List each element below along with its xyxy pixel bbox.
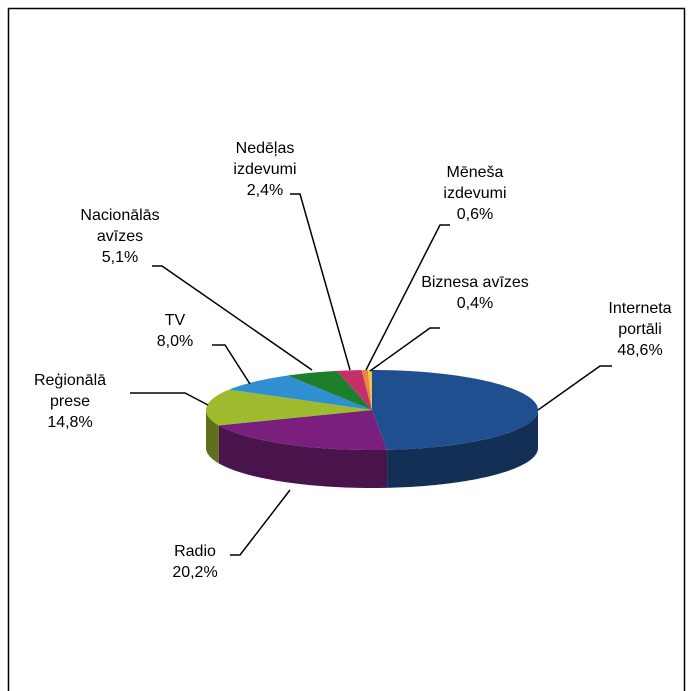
category-label: Interneta portāli xyxy=(608,300,672,338)
category-label: Nacionālās avīzes xyxy=(80,207,160,245)
data-label: TV 8,0% xyxy=(115,310,235,352)
slice xyxy=(206,389,372,426)
leader-line xyxy=(152,265,313,371)
category-label: Biznesa avīzes xyxy=(421,274,529,291)
value-label: 0,4% xyxy=(456,295,494,312)
data-label: Interneta portāli 48,6% xyxy=(592,298,688,361)
value-label: 5,1% xyxy=(101,249,139,266)
value-label: 0,6% xyxy=(456,206,494,223)
frame xyxy=(7,7,686,691)
data-label: Nacionālās avīzes 5,1% xyxy=(60,205,180,268)
category-label: Nedēļas izdevumi xyxy=(233,140,297,178)
slice xyxy=(229,375,372,410)
slice-side xyxy=(218,425,388,488)
leader-line xyxy=(290,193,351,371)
category-label: TV xyxy=(164,312,186,329)
value-label: 2,4% xyxy=(246,182,284,199)
value-label: 48,6% xyxy=(617,342,663,359)
slice-side xyxy=(387,410,538,488)
data-label: Biznesa avīzes 0,4% xyxy=(415,272,535,314)
leader-line xyxy=(365,224,450,371)
leader-line xyxy=(230,489,291,556)
leader-line xyxy=(130,392,209,406)
data-label: Nedēļas izdevumi 2,4% xyxy=(205,138,325,201)
value-label: 8,0% xyxy=(156,333,194,350)
data-label: Reģionālā prese 14,8% xyxy=(22,370,118,433)
slice xyxy=(367,370,372,410)
leader-line xyxy=(212,344,251,385)
slice xyxy=(372,370,538,450)
value-label: 14,8% xyxy=(47,414,93,431)
slice xyxy=(336,370,372,410)
category-label: Reģionālā prese xyxy=(33,372,107,410)
category-label: Radio xyxy=(174,543,216,560)
slice-side xyxy=(206,410,219,464)
slice xyxy=(361,370,372,410)
leader-line xyxy=(537,365,612,411)
category-label: Mēneša izdevumi xyxy=(443,164,507,202)
data-label: Mēneša izdevumi 0,6% xyxy=(415,162,535,225)
value-label: 20,2% xyxy=(172,564,218,581)
leader-line xyxy=(369,327,440,372)
slice xyxy=(287,370,372,410)
slice xyxy=(218,410,388,450)
data-label: Radio 20,2% xyxy=(135,541,255,583)
